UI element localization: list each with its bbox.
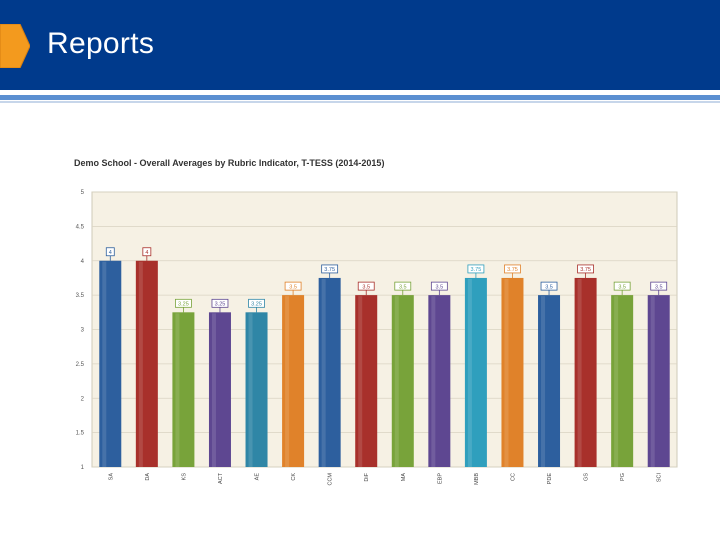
bar-highlight — [394, 296, 399, 467]
data-label-box — [467, 264, 485, 274]
slide-title: Reports — [47, 27, 155, 60]
x-tick-label: SCI — [657, 473, 663, 483]
bar — [464, 277, 487, 467]
data-label: 3.5 — [655, 284, 663, 290]
bar — [318, 277, 341, 467]
data-label: 3.25 — [178, 302, 189, 308]
data-label: 3.25 — [251, 302, 262, 308]
x-tick-label: CCM — [328, 473, 334, 486]
x-tick-label: SA — [108, 473, 114, 481]
chart-title: Demo School - Overall Averages by Rubric… — [74, 158, 384, 168]
bar — [647, 295, 670, 467]
bar — [501, 277, 524, 467]
x-tick-label: GS — [584, 473, 590, 481]
data-label: 3.75 — [580, 267, 591, 273]
y-tick-label: 1.5 — [76, 431, 85, 437]
bar-highlight — [285, 296, 290, 467]
data-label-box — [357, 281, 375, 291]
bar — [391, 295, 414, 467]
bar-highlight — [650, 296, 655, 467]
bar — [208, 312, 231, 467]
header-accent-line — [0, 95, 720, 100]
y-tick-label: 4.5 — [76, 224, 85, 230]
bar — [172, 312, 195, 467]
data-label: 3.5 — [289, 284, 297, 290]
bar — [428, 295, 451, 467]
bar — [574, 277, 597, 467]
data-label-box — [430, 281, 448, 291]
data-label-box — [650, 281, 668, 291]
x-tick-label: AE — [255, 473, 261, 481]
data-label: 3.5 — [436, 284, 444, 290]
data-label: 3.5 — [362, 284, 370, 290]
y-tick-label: 3.5 — [76, 293, 85, 299]
bar — [99, 260, 122, 467]
header-thin-line — [0, 101, 720, 103]
data-label-box — [504, 264, 521, 274]
data-label: 3.75 — [507, 267, 518, 273]
bar — [245, 312, 268, 467]
header-divider — [0, 90, 720, 94]
data-label: 3.5 — [618, 284, 626, 290]
data-label: 3.5 — [545, 284, 553, 290]
y-tick-label: 4 — [81, 259, 85, 265]
x-tick-label: PDE — [547, 473, 553, 485]
bar — [538, 295, 561, 467]
y-tick-label: 2 — [81, 396, 85, 402]
data-label: 4 — [145, 250, 148, 256]
bar-highlight — [541, 296, 546, 467]
y-tick-label: 2.5 — [76, 362, 85, 368]
bar-highlight — [614, 296, 619, 467]
bar-highlight — [102, 261, 107, 467]
x-tick-label: KS — [181, 473, 187, 481]
bar-highlight — [321, 278, 326, 467]
x-tick-label: PG — [620, 473, 626, 481]
bar — [355, 295, 378, 467]
data-label: 3.25 — [215, 302, 226, 308]
data-label-box — [175, 298, 192, 308]
data-label-box — [613, 281, 631, 291]
bar-highlight — [211, 313, 216, 467]
data-label-box — [394, 281, 412, 291]
y-tick-label: 1 — [81, 465, 85, 471]
data-label-box — [284, 281, 302, 291]
x-tick-label: ACT — [218, 472, 224, 484]
data-label-box — [321, 264, 339, 274]
x-tick-label: DA — [145, 473, 151, 481]
bar-highlight — [248, 313, 253, 467]
data-label-box — [577, 264, 594, 274]
bar-highlight — [138, 261, 143, 467]
x-tick-label: CC — [510, 473, 516, 481]
data-label: 3.5 — [399, 284, 407, 290]
bar-chart: Demo School - Overall Averages by Rubric… — [74, 158, 678, 486]
y-tick-label: 5 — [81, 190, 85, 196]
x-tick-label: EBP — [437, 473, 443, 484]
bar-highlight — [431, 296, 436, 467]
data-label-box — [248, 298, 265, 308]
x-tick-label: DiF — [364, 472, 370, 481]
bar-highlight — [504, 278, 509, 467]
data-label: 3.75 — [324, 267, 335, 273]
slide-header: Reports — [0, 0, 720, 90]
x-tick-label: MBB — [474, 473, 480, 485]
bar-highlight — [577, 278, 582, 467]
data-label: 4 — [109, 250, 112, 256]
bar — [611, 295, 634, 467]
bar-highlight — [358, 296, 363, 467]
bar-highlight — [175, 313, 180, 467]
data-label: 3.75 — [471, 267, 482, 273]
arrow-tab-icon — [0, 24, 30, 68]
y-tick-label: 3 — [81, 328, 85, 334]
bar — [135, 260, 158, 467]
x-tick-label: MA — [401, 473, 407, 482]
data-label-box — [142, 247, 152, 257]
x-tick-label: CK — [291, 473, 297, 481]
data-label-box — [540, 281, 558, 291]
bar — [282, 295, 305, 467]
bar-highlight — [467, 278, 472, 467]
data-label-box — [105, 247, 115, 257]
data-label-box — [211, 298, 229, 308]
